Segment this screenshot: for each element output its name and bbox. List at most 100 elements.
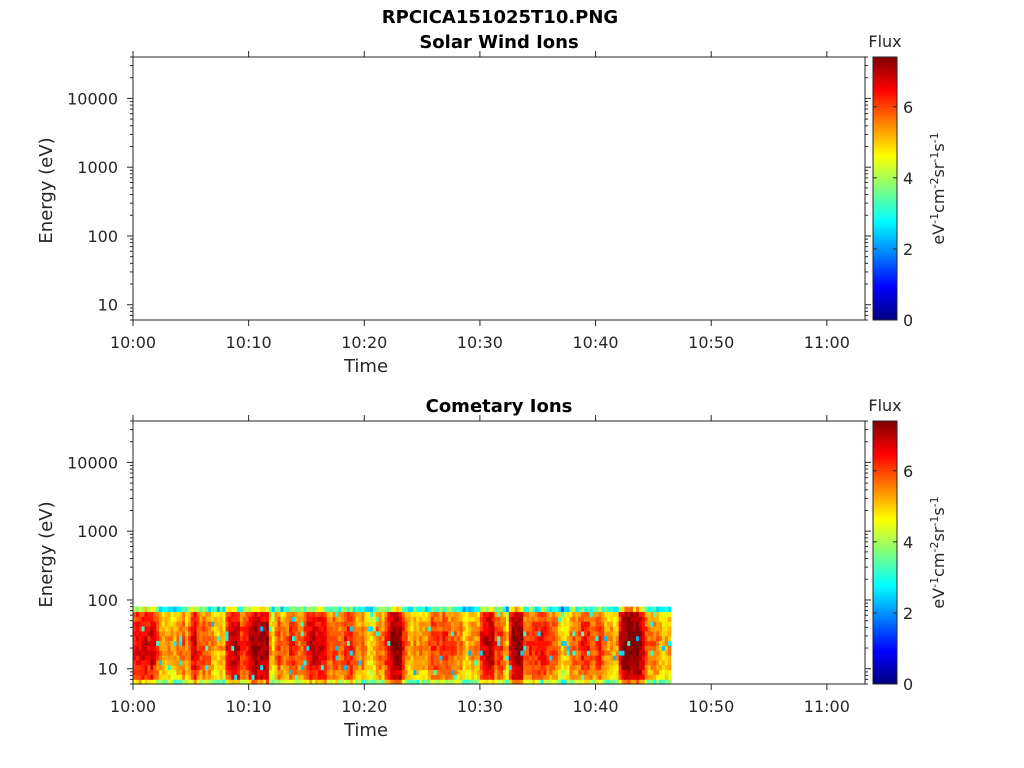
heatmap-cell [477,664,481,671]
heatmap-cell [633,635,637,642]
heatmap-cell [248,621,253,627]
heatmap-cell [271,611,276,617]
heatmap-cell [335,611,339,617]
heatmap-cell [627,606,631,613]
heatmap-cell [211,611,215,617]
heatmap-cell [193,659,198,666]
heatmap-cell [135,669,140,675]
heatmap-cell [242,616,247,622]
heatmap-cell [161,606,166,613]
heatmap-cell [156,654,160,661]
heatmap-cell [234,659,238,666]
heatmap-cell [413,635,417,642]
heatmap-cell [543,606,548,613]
heatmap-cell [615,669,620,675]
heatmap-cell [332,635,336,642]
heatmap-cell [563,625,568,632]
heatmap-cell [604,650,608,656]
heatmap-cell [563,674,568,680]
heatmap-cell [442,659,446,666]
heatmap-cell [523,679,527,685]
heatmap-cell [355,640,360,646]
heatmap-cell [638,650,643,656]
heatmap-cell [557,640,562,646]
heatmap-cell [196,664,201,671]
heatmap-cell [569,611,574,617]
heatmap-cell [150,640,154,646]
heatmap-cell [595,625,600,632]
heatmap-cell [581,645,585,651]
heatmap-cell [451,625,455,632]
heatmap-cell [320,611,325,617]
heatmap-cell [621,674,626,680]
heatmap-cell [659,654,663,661]
heatmap-cell [497,674,501,680]
heatmap-cell [494,635,498,642]
heatmap-cell [237,635,241,642]
heatmap-cell [636,630,640,637]
heatmap-cell [237,606,241,613]
heatmap-cell [372,621,377,627]
heatmap-cell [141,645,146,651]
heatmap-cell [248,669,253,675]
heatmap-cell [393,669,397,675]
heatmap-cell [338,621,342,627]
heatmap-cell [358,625,362,632]
heatmap-cell [627,611,631,617]
heatmap-cell [170,606,175,613]
heatmap-cell [598,645,602,651]
heatmap-cell [445,674,449,680]
heatmap-cell [560,611,565,617]
heatmap-cell [607,625,611,632]
heatmap-cell [271,630,276,637]
heatmap-cell [659,650,663,656]
heatmap-cell [211,669,215,675]
heatmap-cell [552,630,556,637]
heatmap-cell [451,674,455,680]
heatmap-cell [196,611,201,617]
heatmap-cell [303,659,308,666]
heatmap-cell [456,625,461,632]
heatmap-cell [176,659,180,666]
heatmap-cell [644,630,649,637]
heatmap-cell [656,645,660,651]
heatmap-cell [326,679,331,685]
heatmap-cell [422,640,426,646]
heatmap-cell [208,635,212,642]
heatmap-cell [292,645,296,651]
heatmap-cell [427,664,432,671]
heatmap-cell [552,679,556,685]
heatmap-cell [271,669,276,675]
heatmap-cell [589,669,594,675]
heatmap-cell [627,674,631,680]
heatmap-cell [156,611,160,617]
heatmap-cell [257,674,261,680]
heatmap-cell [300,635,305,642]
heatmap-cell [135,650,140,656]
heatmap-cell [193,630,198,637]
heatmap-cell [390,645,394,651]
heatmap-cell [612,630,617,637]
heatmap-cell [346,635,351,642]
heatmap-cell [566,621,571,627]
heatmap-cell [381,616,386,622]
heatmap-cell [517,630,521,637]
heatmap-cell [497,625,501,632]
heatmap-cell [199,630,203,637]
heatmap-cell [560,616,565,622]
heatmap-cell [448,621,452,627]
heatmap-cell [135,659,140,666]
heatmap-cell [427,616,432,622]
heatmap-cell [641,659,646,666]
heatmap-cell [251,679,256,685]
heatmap-cell [277,654,282,661]
heatmap-cell [453,606,458,613]
heatmap-cell [251,664,256,671]
heatmap-cell [239,640,244,646]
heatmap-cell [211,645,215,651]
heatmap-cell [633,645,637,651]
heatmap-cell [638,674,643,680]
heatmap-cell [398,625,403,632]
heatmap-cell [161,679,166,685]
heatmap-cell [497,669,501,675]
